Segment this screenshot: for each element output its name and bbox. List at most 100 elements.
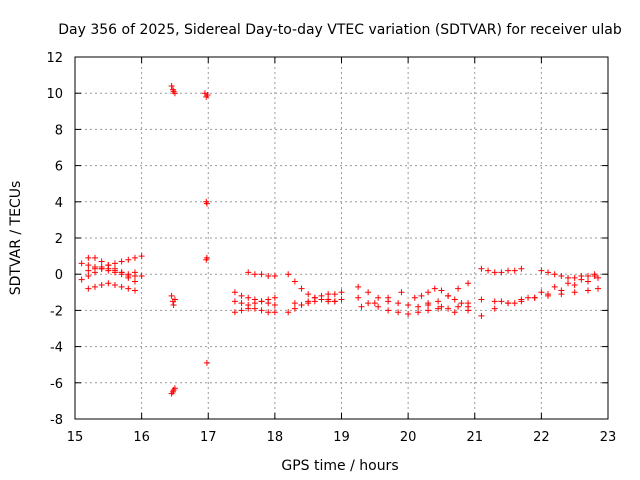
data-point-marker	[398, 289, 405, 296]
data-point-marker	[245, 269, 252, 276]
data-point-marker	[365, 289, 372, 296]
y-axis-label: SDTVAR / TECUs	[8, 181, 24, 296]
data-point-marker	[565, 280, 572, 287]
data-point-marker	[168, 82, 175, 89]
data-point-marker	[451, 309, 458, 316]
data-point-marker	[271, 301, 278, 308]
data-point-marker	[325, 291, 332, 298]
data-point-marker	[431, 285, 438, 292]
data-point-marker	[311, 298, 318, 305]
series-sat-s	[478, 274, 602, 307]
data-point-marker	[325, 296, 332, 303]
data-point-marker	[375, 303, 382, 310]
data-point-marker	[125, 256, 132, 263]
series-sat-d	[85, 280, 138, 294]
data-point-marker	[485, 267, 492, 274]
data-point-marker	[385, 307, 392, 314]
data-point-marker	[170, 301, 177, 308]
data-point-marker	[171, 296, 178, 303]
data-point-marker	[258, 307, 265, 314]
data-point-marker	[171, 90, 178, 97]
data-point-marker	[465, 280, 472, 287]
data-point-marker	[505, 267, 512, 274]
data-point-marker	[435, 298, 442, 305]
data-point-marker	[518, 265, 525, 272]
data-point-marker	[111, 282, 118, 289]
data-point-marker	[251, 300, 258, 307]
data-point-marker	[418, 292, 425, 299]
data-point-marker	[125, 285, 132, 292]
data-point-marker	[455, 285, 462, 292]
series-sat-r	[478, 285, 602, 319]
series-sat-n	[355, 294, 472, 318]
data-point-marker	[131, 278, 138, 285]
data-point-marker	[238, 307, 245, 314]
data-point-marker	[478, 312, 485, 319]
series-sat-q	[478, 265, 525, 276]
data-point-marker	[585, 278, 592, 285]
series-sat-m	[355, 280, 472, 310]
data-point-marker	[138, 273, 145, 280]
data-point-marker	[271, 309, 278, 316]
data-point-marker	[355, 283, 362, 290]
data-point-marker	[438, 303, 445, 310]
data-point-marker	[425, 307, 432, 314]
data-point-marker	[511, 300, 518, 307]
data-point-marker	[565, 274, 572, 281]
data-point-marker	[245, 301, 252, 308]
y-tick-label: -8	[50, 413, 63, 428]
data-point-marker	[551, 271, 558, 278]
data-point-marker	[91, 283, 98, 290]
data-point-marker	[318, 296, 325, 303]
data-point-marker	[91, 265, 98, 272]
data-point-marker	[558, 287, 565, 294]
data-point-marker	[265, 296, 272, 303]
data-point-marker	[438, 287, 445, 294]
data-point-marker	[595, 285, 602, 292]
data-point-marker	[415, 303, 422, 310]
data-point-marker	[358, 303, 365, 310]
data-point-marker	[498, 298, 505, 305]
series-sat-o	[358, 289, 472, 316]
data-points	[78, 82, 602, 397]
data-point-marker	[375, 294, 382, 301]
data-point-marker	[451, 296, 458, 303]
data-point-marker	[445, 305, 452, 312]
data-point-marker	[425, 289, 432, 296]
data-point-marker	[85, 262, 92, 269]
data-point-marker	[538, 267, 545, 274]
x-tick-label: 22	[533, 430, 550, 445]
data-point-marker	[105, 262, 112, 269]
data-point-marker	[478, 265, 485, 272]
data-point-marker	[395, 300, 402, 307]
series-sat-p	[418, 285, 472, 310]
data-point-marker	[305, 291, 312, 298]
data-point-marker	[203, 359, 210, 366]
data-point-marker	[298, 301, 305, 308]
chart-title: Day 356 of 2025, Sidereal Day-to-day VTE…	[58, 22, 622, 38]
data-point-marker	[511, 267, 518, 274]
data-point-marker	[285, 271, 292, 278]
data-point-marker	[271, 273, 278, 280]
data-point-marker	[125, 274, 132, 281]
y-tick-label: -4	[50, 341, 63, 356]
data-point-marker	[91, 254, 98, 261]
data-point-marker	[111, 260, 118, 267]
x-tick-label: 19	[333, 430, 350, 445]
data-point-marker	[371, 300, 378, 307]
data-point-marker	[131, 254, 138, 261]
series-burst	[85, 82, 211, 397]
data-point-marker	[525, 294, 532, 301]
data-point-marker	[551, 283, 558, 290]
data-point-marker	[445, 292, 452, 299]
data-point-marker	[238, 292, 245, 299]
data-point-marker	[118, 283, 125, 290]
axis-ticks: 15 16 17 18 19 20 21 22 23 -8 -6 -4 -2 0 2 4 6 8 10 12	[46, 51, 616, 445]
y-tick-label: 4	[55, 196, 63, 211]
data-point-marker	[571, 282, 578, 289]
series-sat-i	[245, 269, 278, 280]
data-point-marker	[285, 309, 292, 316]
data-point-marker	[355, 294, 362, 301]
data-point-marker	[251, 305, 258, 312]
